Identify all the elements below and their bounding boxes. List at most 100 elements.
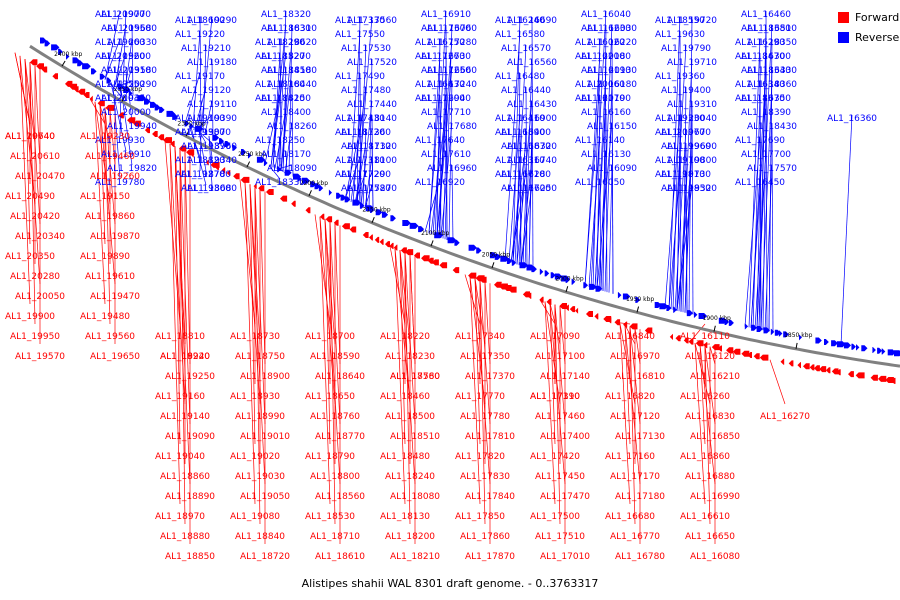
gene-label: AL1_16630 xyxy=(415,80,465,90)
gene-label: AL1_17550 xyxy=(335,30,385,40)
leader-line xyxy=(512,16,521,264)
gene-label: AL1_18170 xyxy=(261,150,311,160)
reverse-gene xyxy=(375,209,383,216)
reverse-gene xyxy=(344,196,351,203)
gene-label: AL1_19470 xyxy=(90,292,140,302)
gene-label: AL1_17500 xyxy=(530,512,580,522)
gene-label: AL1_19050 xyxy=(240,492,290,502)
gene-label: AL1_16970 xyxy=(610,352,660,362)
gene-label: AL1_16220 xyxy=(587,38,637,48)
forward-gene xyxy=(421,255,430,262)
forward-gene xyxy=(741,350,750,357)
forward-gene xyxy=(97,100,105,107)
leader-line xyxy=(758,52,767,330)
leader-line xyxy=(358,44,367,206)
reverse-gene xyxy=(284,169,292,176)
reverse-gene xyxy=(390,215,396,222)
forward-gene xyxy=(341,223,350,230)
leader-line xyxy=(394,248,406,505)
reverse-gene xyxy=(224,141,231,147)
gene-label: AL1_18500 xyxy=(385,412,435,422)
gene-label: AL1_17010 xyxy=(540,552,590,562)
gene-label: AL1_18130 xyxy=(380,512,430,522)
reverse-gene xyxy=(531,266,537,273)
leader-line xyxy=(479,279,486,525)
forward-gene xyxy=(546,298,552,305)
leader-line xyxy=(404,252,411,525)
gene-label: AL1_18460 xyxy=(380,392,430,402)
leader-line xyxy=(600,24,613,291)
forward-gene xyxy=(452,267,460,274)
forward-gene xyxy=(362,232,369,238)
leader-line xyxy=(619,323,631,505)
leader-line xyxy=(439,94,442,238)
gene-label: AL1_20320 xyxy=(95,52,145,62)
leader-lines xyxy=(14,10,853,544)
gene-label: AL1_19080 xyxy=(230,512,280,522)
leader-line xyxy=(259,189,266,365)
leader-line xyxy=(474,278,481,445)
gene-label: AL1_18680 xyxy=(187,184,237,194)
gene-label: AL1_19480 xyxy=(80,312,130,322)
leader-line xyxy=(756,24,773,330)
gene-label: AL1_16120 xyxy=(685,352,735,362)
scale-tick-label: 2400 kbp xyxy=(54,51,82,58)
leader-line xyxy=(430,108,447,235)
leader-line xyxy=(444,24,453,240)
gene-label: AL1_20310 xyxy=(101,66,151,76)
leader-line xyxy=(352,114,361,203)
gene-label: AL1_18260 xyxy=(267,122,317,132)
leader-line xyxy=(116,52,121,87)
leader-line xyxy=(590,10,607,288)
leader-line xyxy=(769,359,786,405)
gene-label: AL1_19220 xyxy=(175,30,225,40)
leader-line xyxy=(516,100,533,265)
reverse-gene xyxy=(402,220,411,226)
gene-label: AL1_18840 xyxy=(235,532,285,542)
gene-label: AL1_17700 xyxy=(741,150,791,160)
reverse-gene xyxy=(583,282,588,289)
leader-line xyxy=(399,250,406,445)
gene-label: AL1_20610 xyxy=(10,152,60,162)
leader-line xyxy=(518,128,527,266)
gene-label: AL1_18150 xyxy=(261,94,311,104)
leader-line xyxy=(24,59,31,245)
leader-line xyxy=(24,59,41,285)
gene-label: AL1_19390 xyxy=(187,114,237,124)
leader-line xyxy=(559,306,566,365)
leader-line xyxy=(409,253,416,365)
gene-label: AL1_16130 xyxy=(581,150,631,160)
gene-label: AL1_19140 xyxy=(160,412,210,422)
forward-gene xyxy=(291,200,296,207)
gene-label: AL1_16020 xyxy=(575,38,625,48)
scale-tick-label: 2350 kbp xyxy=(114,86,142,93)
gene-label: AL1_19180 xyxy=(187,58,237,68)
forward-gene xyxy=(788,360,794,367)
gene-label: AL1_18800 xyxy=(310,472,360,482)
leader-line xyxy=(199,131,202,172)
forward-gene xyxy=(233,173,240,180)
forward-gene xyxy=(152,131,158,137)
gene-label: AL1_17680 xyxy=(427,122,477,132)
leader-line xyxy=(124,38,133,92)
gene-label: AL1_17320 xyxy=(347,142,397,152)
reverse-gene xyxy=(159,106,165,113)
forward-gene xyxy=(836,369,841,376)
forward-gene xyxy=(205,159,209,166)
leader-line xyxy=(359,72,362,207)
gene-label: AL1_18890 xyxy=(165,492,215,502)
leader-line xyxy=(264,94,281,164)
leader-line xyxy=(104,10,121,80)
gene-label: AL1_19730 xyxy=(661,170,711,180)
reverse-gene xyxy=(418,226,425,233)
gene-label: AL1_17400 xyxy=(540,432,590,442)
reverse-gene xyxy=(881,348,886,355)
reverse-gene xyxy=(565,276,570,283)
gene-label: AL1_18310 xyxy=(267,24,317,34)
gene-label: AL1_19330 xyxy=(655,114,705,124)
gene-label: AL1_19720 xyxy=(667,16,717,26)
forward-gene xyxy=(726,347,734,354)
leader-line xyxy=(442,150,447,239)
gene-label: AL1_18270 xyxy=(261,52,311,62)
backbone-arc xyxy=(29,44,900,368)
